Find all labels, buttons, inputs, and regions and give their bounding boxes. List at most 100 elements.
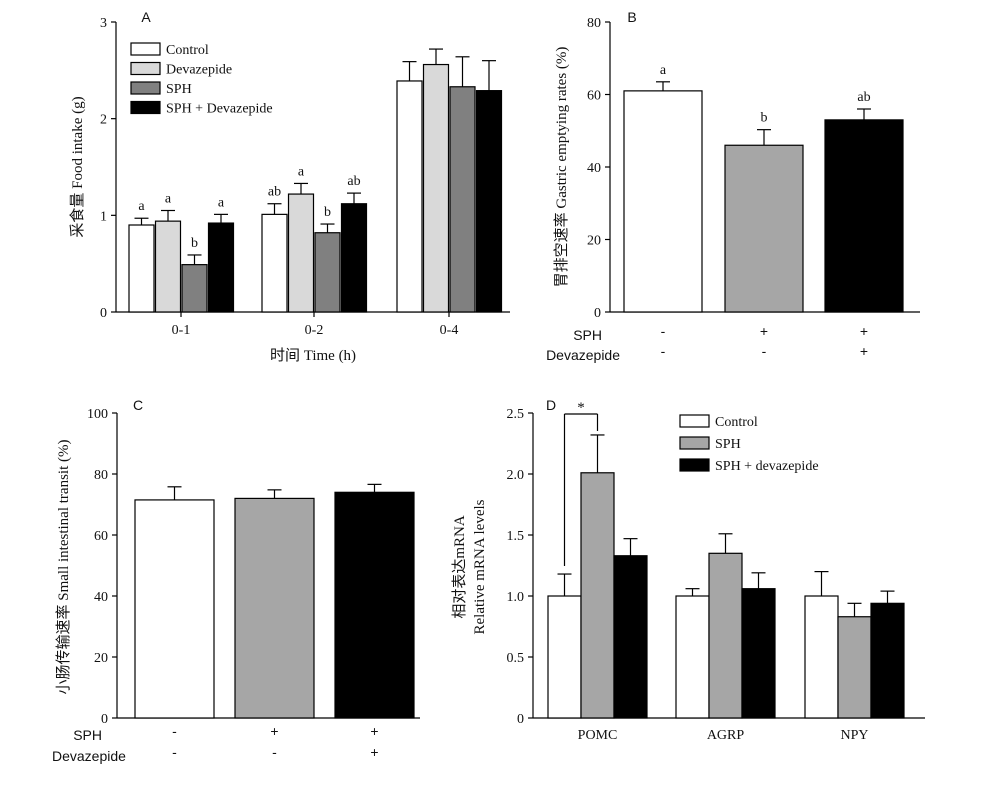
legend-label: SPH + devazepide bbox=[715, 459, 819, 474]
x-tick-label: POMC bbox=[578, 728, 618, 743]
bar bbox=[287, 193, 315, 313]
treatment-mark: - bbox=[762, 343, 767, 359]
bar bbox=[675, 595, 710, 719]
y-tick-label: 2.0 bbox=[507, 468, 525, 483]
y-axis-label: 小肠传输速率 Small intestinal transit (%) bbox=[55, 440, 72, 695]
legend-label: SPH + Devazepide bbox=[166, 102, 273, 117]
legend-label: Devazepide bbox=[166, 63, 232, 78]
bar bbox=[475, 90, 503, 313]
y-tick-label: 40 bbox=[587, 161, 601, 176]
y-axis-label: 采食量 Food intake (g) bbox=[69, 96, 86, 237]
treatment-row-label: SPH bbox=[573, 327, 602, 343]
y-tick-label: 80 bbox=[94, 468, 108, 483]
legend-swatch bbox=[679, 436, 710, 450]
x-axis-label: 时间 Time (h) bbox=[270, 347, 356, 364]
y-tick-label: 20 bbox=[94, 651, 108, 666]
legend-swatch bbox=[130, 81, 161, 95]
bar bbox=[334, 491, 415, 719]
bar bbox=[207, 222, 235, 313]
bar bbox=[580, 472, 615, 719]
legend-label: SPH bbox=[166, 82, 192, 97]
y-tick-label: 20 bbox=[587, 234, 601, 249]
treatment-row-label: SPH bbox=[73, 727, 102, 743]
panel-c: 0 20 40 60 80 100 C SPH - + + Devazepide - - + 小肠传输速率 S… bbox=[52, 397, 420, 764]
x-tick-label: AGRP bbox=[707, 728, 745, 743]
y-axis-label: 胃排空速率 Gastric emptying rates (%) bbox=[553, 47, 570, 288]
significance-letter: b bbox=[191, 236, 198, 251]
treatment-row-label: Devazepide bbox=[52, 748, 126, 764]
bar bbox=[837, 616, 872, 719]
x-tick-label: 0-2 bbox=[305, 323, 324, 338]
bar bbox=[547, 595, 582, 719]
significance-letter: a bbox=[218, 195, 225, 210]
treatment-mark: - bbox=[172, 723, 177, 739]
treatment-mark: + bbox=[760, 323, 768, 339]
y-tick-label: 1 bbox=[100, 209, 107, 224]
y-tick-label: 100 bbox=[87, 407, 108, 422]
treatment-mark: - bbox=[172, 744, 177, 760]
bar bbox=[824, 119, 904, 313]
y-tick-label: 1.0 bbox=[507, 590, 525, 605]
y-tick-label: 1.5 bbox=[507, 529, 525, 544]
y-axis-label: 相对表达mRNA bbox=[451, 515, 468, 619]
legend-label: SPH bbox=[715, 437, 741, 452]
bar bbox=[724, 144, 804, 313]
significance-letter: a bbox=[298, 164, 305, 179]
bar bbox=[613, 555, 648, 719]
treatment-mark: - bbox=[661, 323, 666, 339]
legend-label: Control bbox=[166, 43, 209, 58]
treatment-mark: - bbox=[272, 744, 277, 760]
x-tick-label: 0-4 bbox=[440, 323, 459, 338]
treatment-mark: + bbox=[860, 323, 868, 339]
y-tick-label: 2 bbox=[100, 113, 107, 128]
treatment-mark: + bbox=[370, 744, 378, 760]
y-tick-label: 60 bbox=[94, 529, 108, 544]
bar bbox=[134, 499, 215, 719]
bar bbox=[741, 588, 776, 719]
legend-swatch bbox=[130, 61, 161, 76]
significance-letter: ab bbox=[268, 185, 281, 200]
bar bbox=[261, 213, 288, 313]
bar bbox=[449, 86, 476, 313]
bar bbox=[870, 602, 905, 719]
legend-label: Control bbox=[715, 415, 758, 430]
panel-label: D bbox=[546, 397, 556, 413]
legend-swatch bbox=[130, 42, 161, 56]
y-tick-label: 0.5 bbox=[507, 651, 525, 666]
y-tick-label: 2.5 bbox=[507, 407, 525, 422]
bar bbox=[804, 595, 839, 719]
panel-label: A bbox=[141, 9, 151, 25]
bar bbox=[181, 264, 208, 313]
y-axis-label: Relative mRNA levels bbox=[472, 499, 488, 634]
y-tick-label: 0 bbox=[517, 712, 524, 727]
bar bbox=[708, 552, 743, 719]
bar bbox=[234, 497, 315, 719]
treatment-mark: + bbox=[370, 723, 378, 739]
bar bbox=[154, 220, 182, 313]
panel-label: B bbox=[627, 9, 636, 25]
y-tick-label: 3 bbox=[100, 16, 107, 31]
significance-letter: a bbox=[165, 192, 172, 207]
treatment-row-label: Devazepide bbox=[546, 347, 620, 363]
significance-letter: b bbox=[324, 205, 331, 220]
treatment-mark: + bbox=[270, 723, 278, 739]
y-tick-label: 0 bbox=[594, 306, 601, 321]
y-tick-label: 0 bbox=[101, 712, 108, 727]
bar bbox=[128, 224, 155, 313]
x-tick-label: 0-1 bbox=[172, 323, 191, 338]
x-tick-label: NPY bbox=[840, 728, 868, 743]
significance-letter: a bbox=[660, 63, 667, 78]
bar bbox=[623, 90, 703, 313]
y-tick-label: 40 bbox=[94, 590, 108, 605]
legend-swatch bbox=[130, 100, 161, 115]
bar bbox=[340, 203, 368, 313]
significance-letter: b bbox=[761, 111, 768, 126]
significance-letter: ab bbox=[857, 90, 870, 105]
bar bbox=[422, 63, 450, 313]
legend-swatch bbox=[679, 458, 710, 472]
treatment-mark: + bbox=[860, 343, 868, 359]
panel-label: C bbox=[133, 397, 143, 413]
